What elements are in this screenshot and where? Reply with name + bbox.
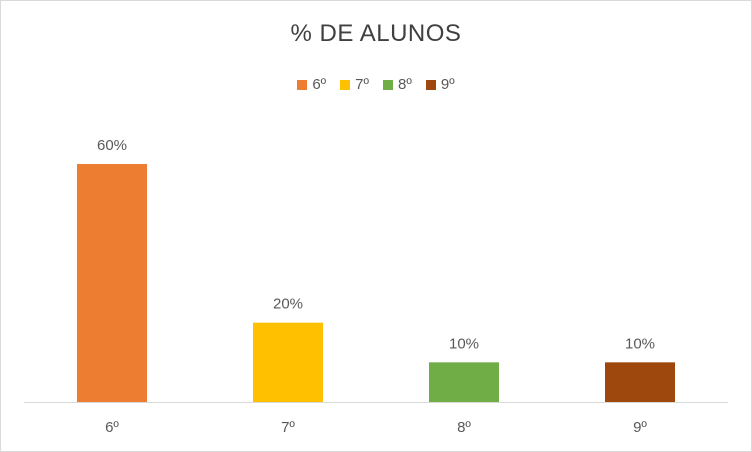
legend-item-7: 7º (340, 76, 369, 93)
x-tick-label-1: 6º (105, 419, 119, 436)
chart-legend: 6º 7º 8º 9º (0, 76, 752, 93)
data-label-2: 20% (273, 296, 303, 313)
bar-3 (429, 362, 499, 402)
data-label-1: 60% (97, 137, 127, 154)
legend-item-8: 8º (383, 76, 412, 93)
bar-4 (605, 362, 675, 402)
data-label-3: 10% (449, 335, 479, 352)
legend-item-9: 9º (425, 76, 455, 93)
legend-label-6: 6º (312, 76, 327, 93)
bar-1 (77, 164, 147, 402)
x-tick-label-4: 9º (633, 419, 647, 436)
legend-label-7: 7º (355, 76, 369, 93)
legend-label-9: 9º (440, 76, 455, 93)
legend-item-6: 6º (297, 76, 326, 93)
legend-swatch-6 (297, 79, 308, 90)
legend-label-8: 8º (398, 76, 412, 93)
data-label-4: 10% (625, 335, 655, 352)
x-tick-label-2: 7º (281, 419, 295, 436)
chart-title: % DE ALUNOS (290, 20, 462, 47)
legend-swatch-7 (340, 79, 351, 90)
bar-2 (253, 322, 323, 402)
x-tick-label-3: 8º (457, 419, 471, 436)
legend-swatch-9 (425, 79, 436, 90)
legend-swatch-8 (383, 79, 393, 90)
